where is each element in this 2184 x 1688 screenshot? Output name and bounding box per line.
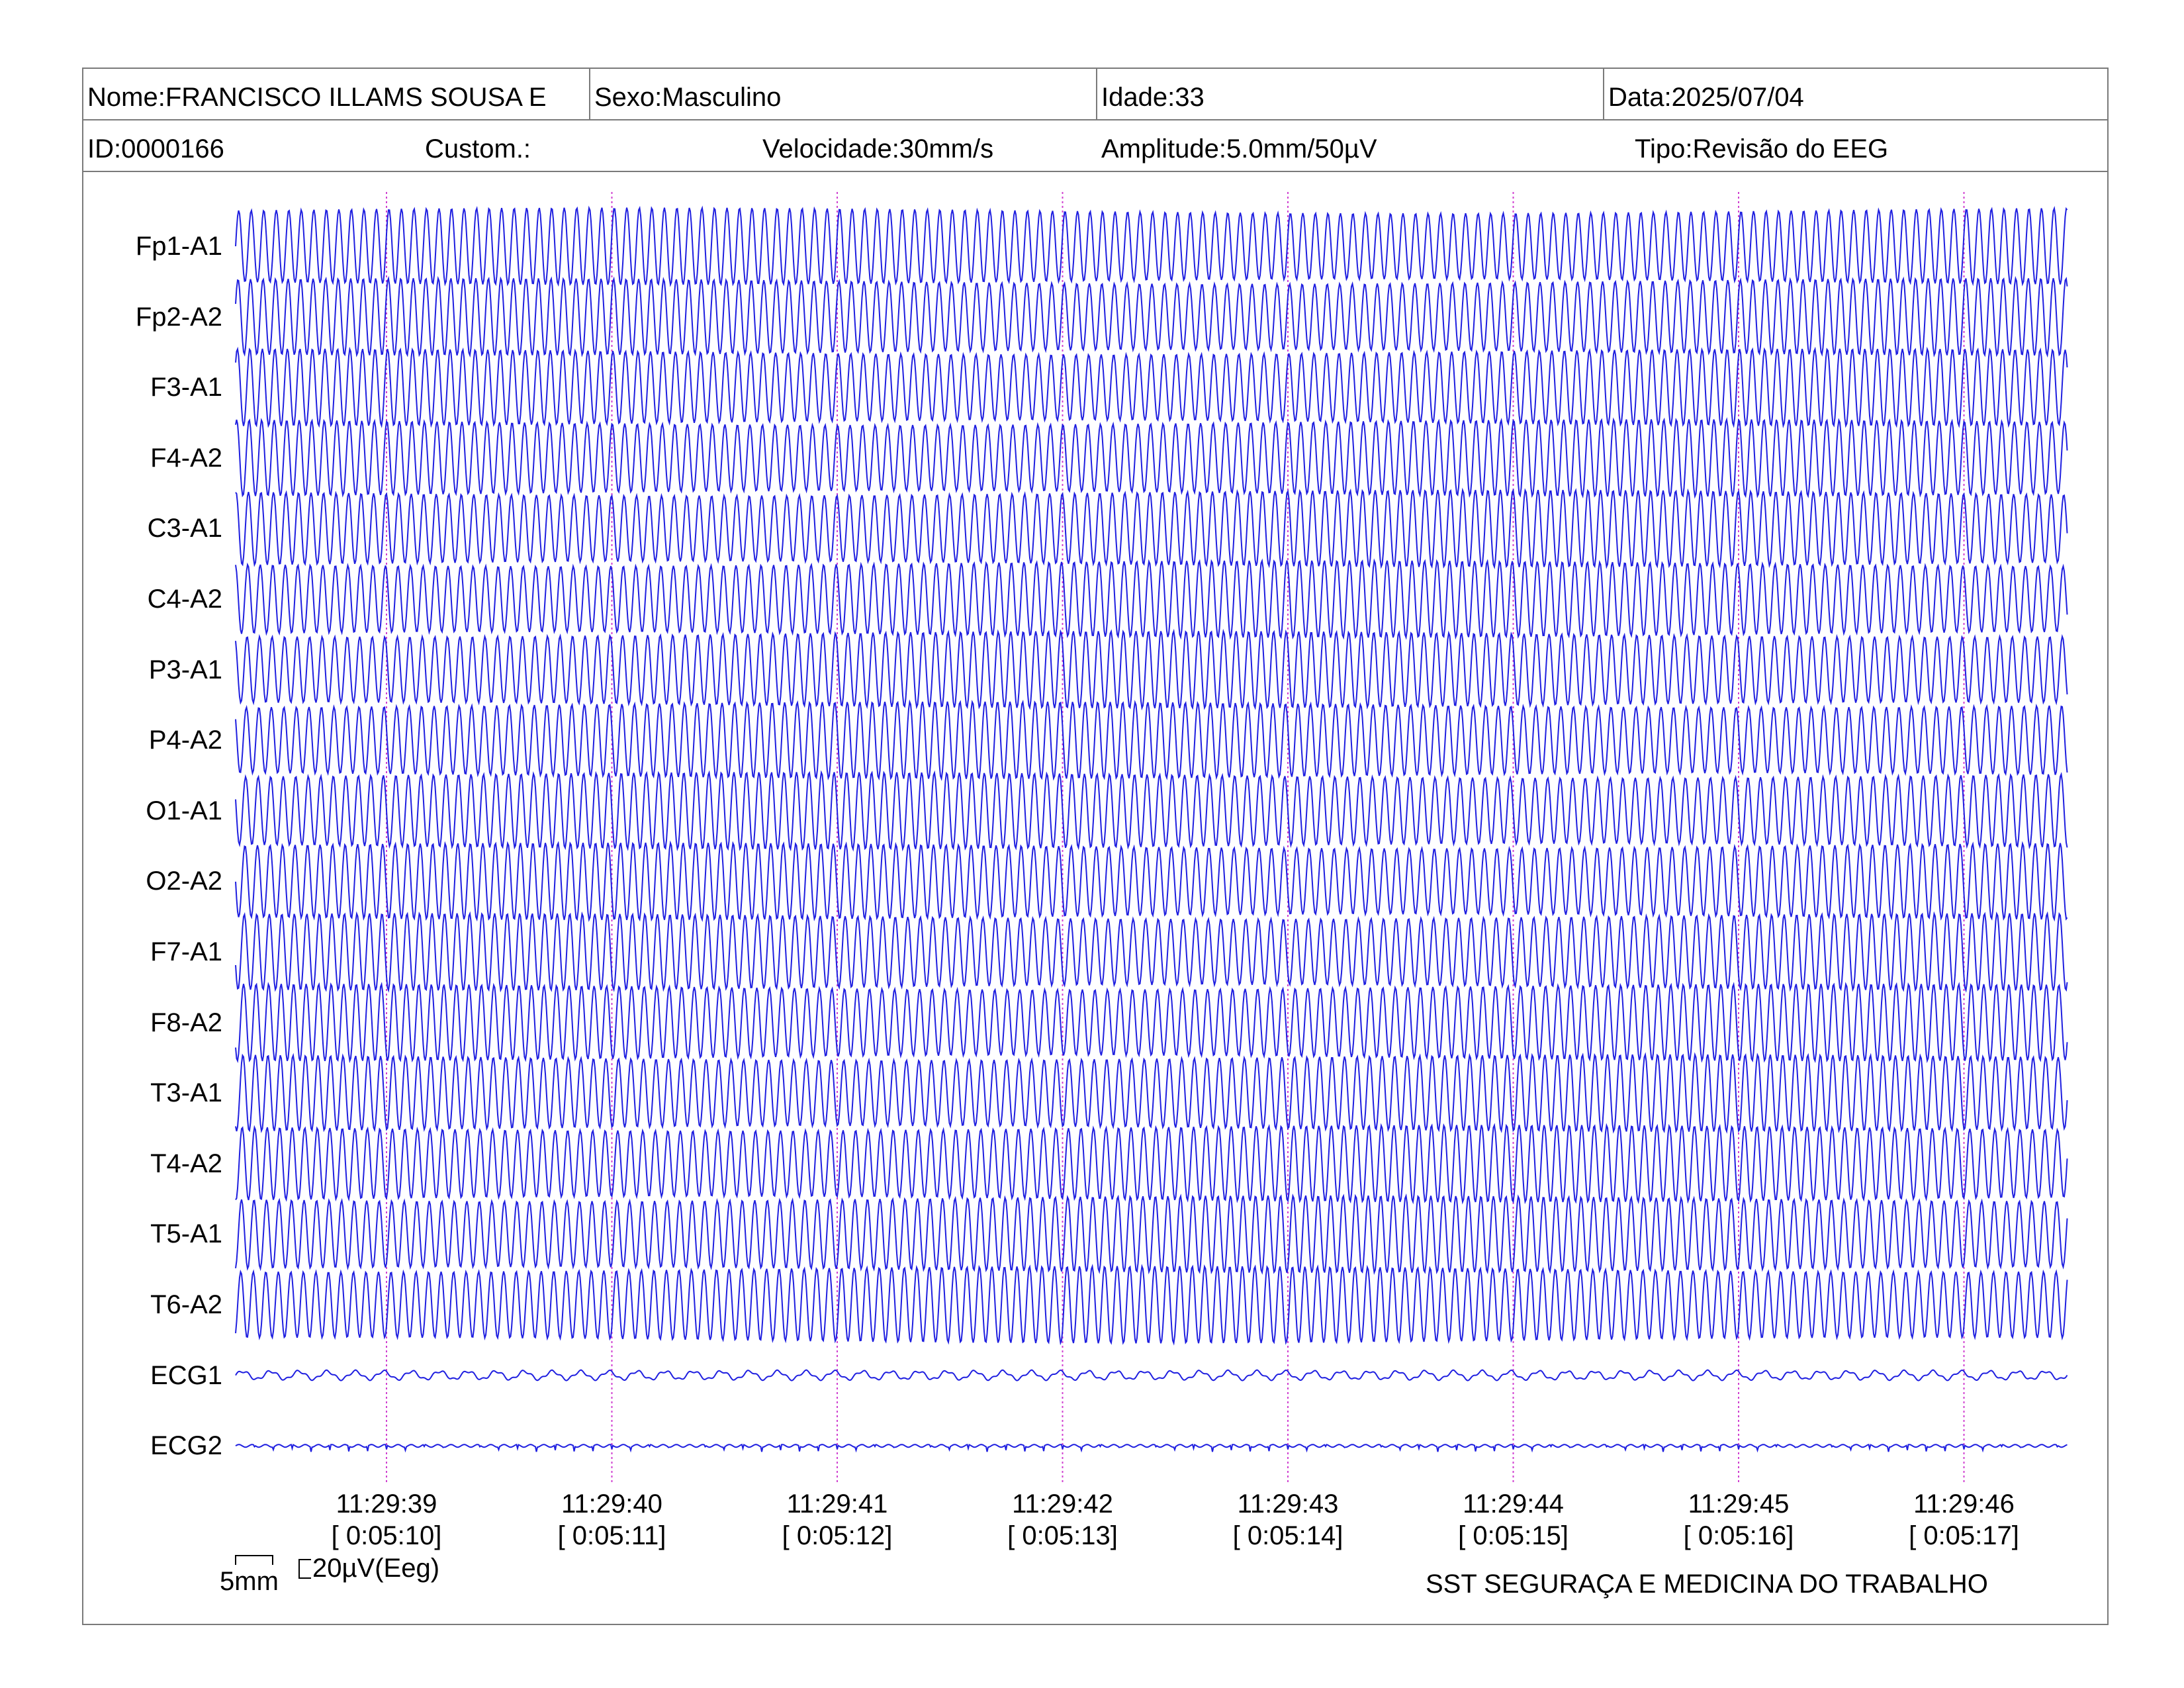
channel-label: C4-A2 — [147, 585, 222, 614]
header-divider — [82, 119, 2109, 120]
channel-trace — [235, 982, 2068, 1064]
channel-trace — [235, 1264, 2068, 1346]
channel-trace — [235, 205, 2068, 287]
clock-time: 11:29:42 — [1012, 1489, 1113, 1519]
elapsed-time: [ 0:05:10] — [331, 1521, 442, 1550]
channel-trace — [235, 1052, 2068, 1134]
timestamp-label: 11:29:46[ 0:05:17] — [1885, 1488, 2044, 1552]
channel-label: ECG2 — [150, 1431, 222, 1461]
timestamp-label: 11:29:43[ 0:05:14] — [1208, 1488, 1367, 1552]
patient-age: Idade:33 — [1101, 83, 1205, 112]
elapsed-time: [ 0:05:12] — [782, 1521, 893, 1550]
channel-label: T6-A2 — [150, 1290, 222, 1319]
channel-label: ECG1 — [150, 1360, 222, 1390]
channel-trace — [235, 1123, 2068, 1205]
amplitude-scale-bracket — [298, 1559, 311, 1579]
elapsed-time: [ 0:05:14] — [1232, 1521, 1343, 1550]
custom-field: Custom.: — [425, 134, 531, 164]
channel-trace — [235, 840, 2068, 922]
company-name: SST SEGURAÇA E MEDICINA DO TRABALHO — [1426, 1570, 1988, 1599]
channel-trace — [235, 1444, 2068, 1453]
channel-label: T3-A1 — [150, 1078, 222, 1108]
channel-trace — [235, 346, 2068, 428]
clock-time: 11:29:44 — [1463, 1489, 1564, 1519]
clock-time: 11:29:39 — [336, 1489, 437, 1519]
elapsed-time: [ 0:05:11] — [557, 1521, 666, 1550]
paper-speed: Velocidade:30mm/s — [762, 134, 994, 164]
timestamp-label: 11:29:41[ 0:05:12] — [758, 1488, 917, 1552]
time-scale-label: 5mm — [220, 1567, 279, 1596]
header-bottom-divider — [82, 171, 2109, 172]
channel-trace — [235, 1193, 2068, 1276]
channel-trace — [235, 417, 2068, 499]
channel-label: O2-A2 — [146, 867, 222, 896]
channel-label: T4-A2 — [150, 1149, 222, 1178]
channel-trace — [235, 1369, 2068, 1382]
amplitude-scale-label: 20µV(Eeg) — [312, 1554, 440, 1583]
channel-label: Fp2-A2 — [135, 302, 222, 332]
header-separator — [1603, 68, 1604, 120]
patient-name: Nome:FRANCISCO ILLAMS SOUSA E — [87, 83, 547, 112]
channel-label: T5-A1 — [150, 1219, 222, 1249]
channel-trace — [235, 911, 2068, 993]
channel-label: F4-A2 — [150, 443, 222, 473]
timestamp-label: 11:29:44[ 0:05:15] — [1434, 1488, 1593, 1552]
channel-label: Fp1-A1 — [135, 232, 222, 261]
channel-label: F3-A1 — [150, 373, 222, 402]
channel-label: F8-A2 — [150, 1008, 222, 1037]
channel-label: P3-A1 — [148, 655, 222, 684]
channel-trace — [235, 628, 2068, 711]
clock-time: 11:29:46 — [1913, 1489, 2015, 1519]
header-separator — [1096, 68, 1097, 120]
timestamp-label: 11:29:45[ 0:05:16] — [1659, 1488, 1818, 1552]
timestamp-label: 11:29:39[ 0:05:10] — [307, 1488, 466, 1552]
timestamp-label: 11:29:42[ 0:05:13] — [983, 1488, 1142, 1552]
amplitude-setting: Amplitude:5.0mm/50µV — [1101, 134, 1377, 164]
channel-trace — [235, 275, 2068, 358]
elapsed-time: [ 0:05:15] — [1458, 1521, 1569, 1550]
channel-trace — [235, 699, 2068, 781]
channel-trace — [235, 487, 2068, 570]
channel-label: F7-A1 — [150, 937, 222, 966]
clock-time: 11:29:41 — [786, 1489, 888, 1519]
channel-label: O1-A1 — [146, 796, 222, 825]
channel-label: C3-A1 — [147, 514, 222, 543]
timestamp-label: 11:29:40[ 0:05:11] — [533, 1488, 692, 1552]
elapsed-time: [ 0:05:17] — [1909, 1521, 2019, 1550]
patient-sex: Sexo:Masculino — [594, 83, 782, 112]
elapsed-time: [ 0:05:16] — [1683, 1521, 1794, 1550]
exam-date: Data:2025/07/04 — [1608, 83, 1804, 112]
patient-id: ID:0000166 — [87, 134, 224, 164]
clock-time: 11:29:45 — [1688, 1489, 1790, 1519]
time-scale-bracket — [235, 1555, 273, 1565]
review-type: Tipo:Revisão do EEG — [1635, 134, 1889, 164]
channel-label: P4-A2 — [148, 726, 222, 755]
clock-time: 11:29:43 — [1237, 1489, 1339, 1519]
channel-trace — [235, 558, 2068, 640]
clock-time: 11:29:40 — [561, 1489, 662, 1519]
report-frame — [82, 68, 2109, 1625]
elapsed-time: [ 0:05:13] — [1007, 1521, 1118, 1550]
channel-trace — [235, 770, 2068, 852]
header-separator — [589, 68, 590, 120]
